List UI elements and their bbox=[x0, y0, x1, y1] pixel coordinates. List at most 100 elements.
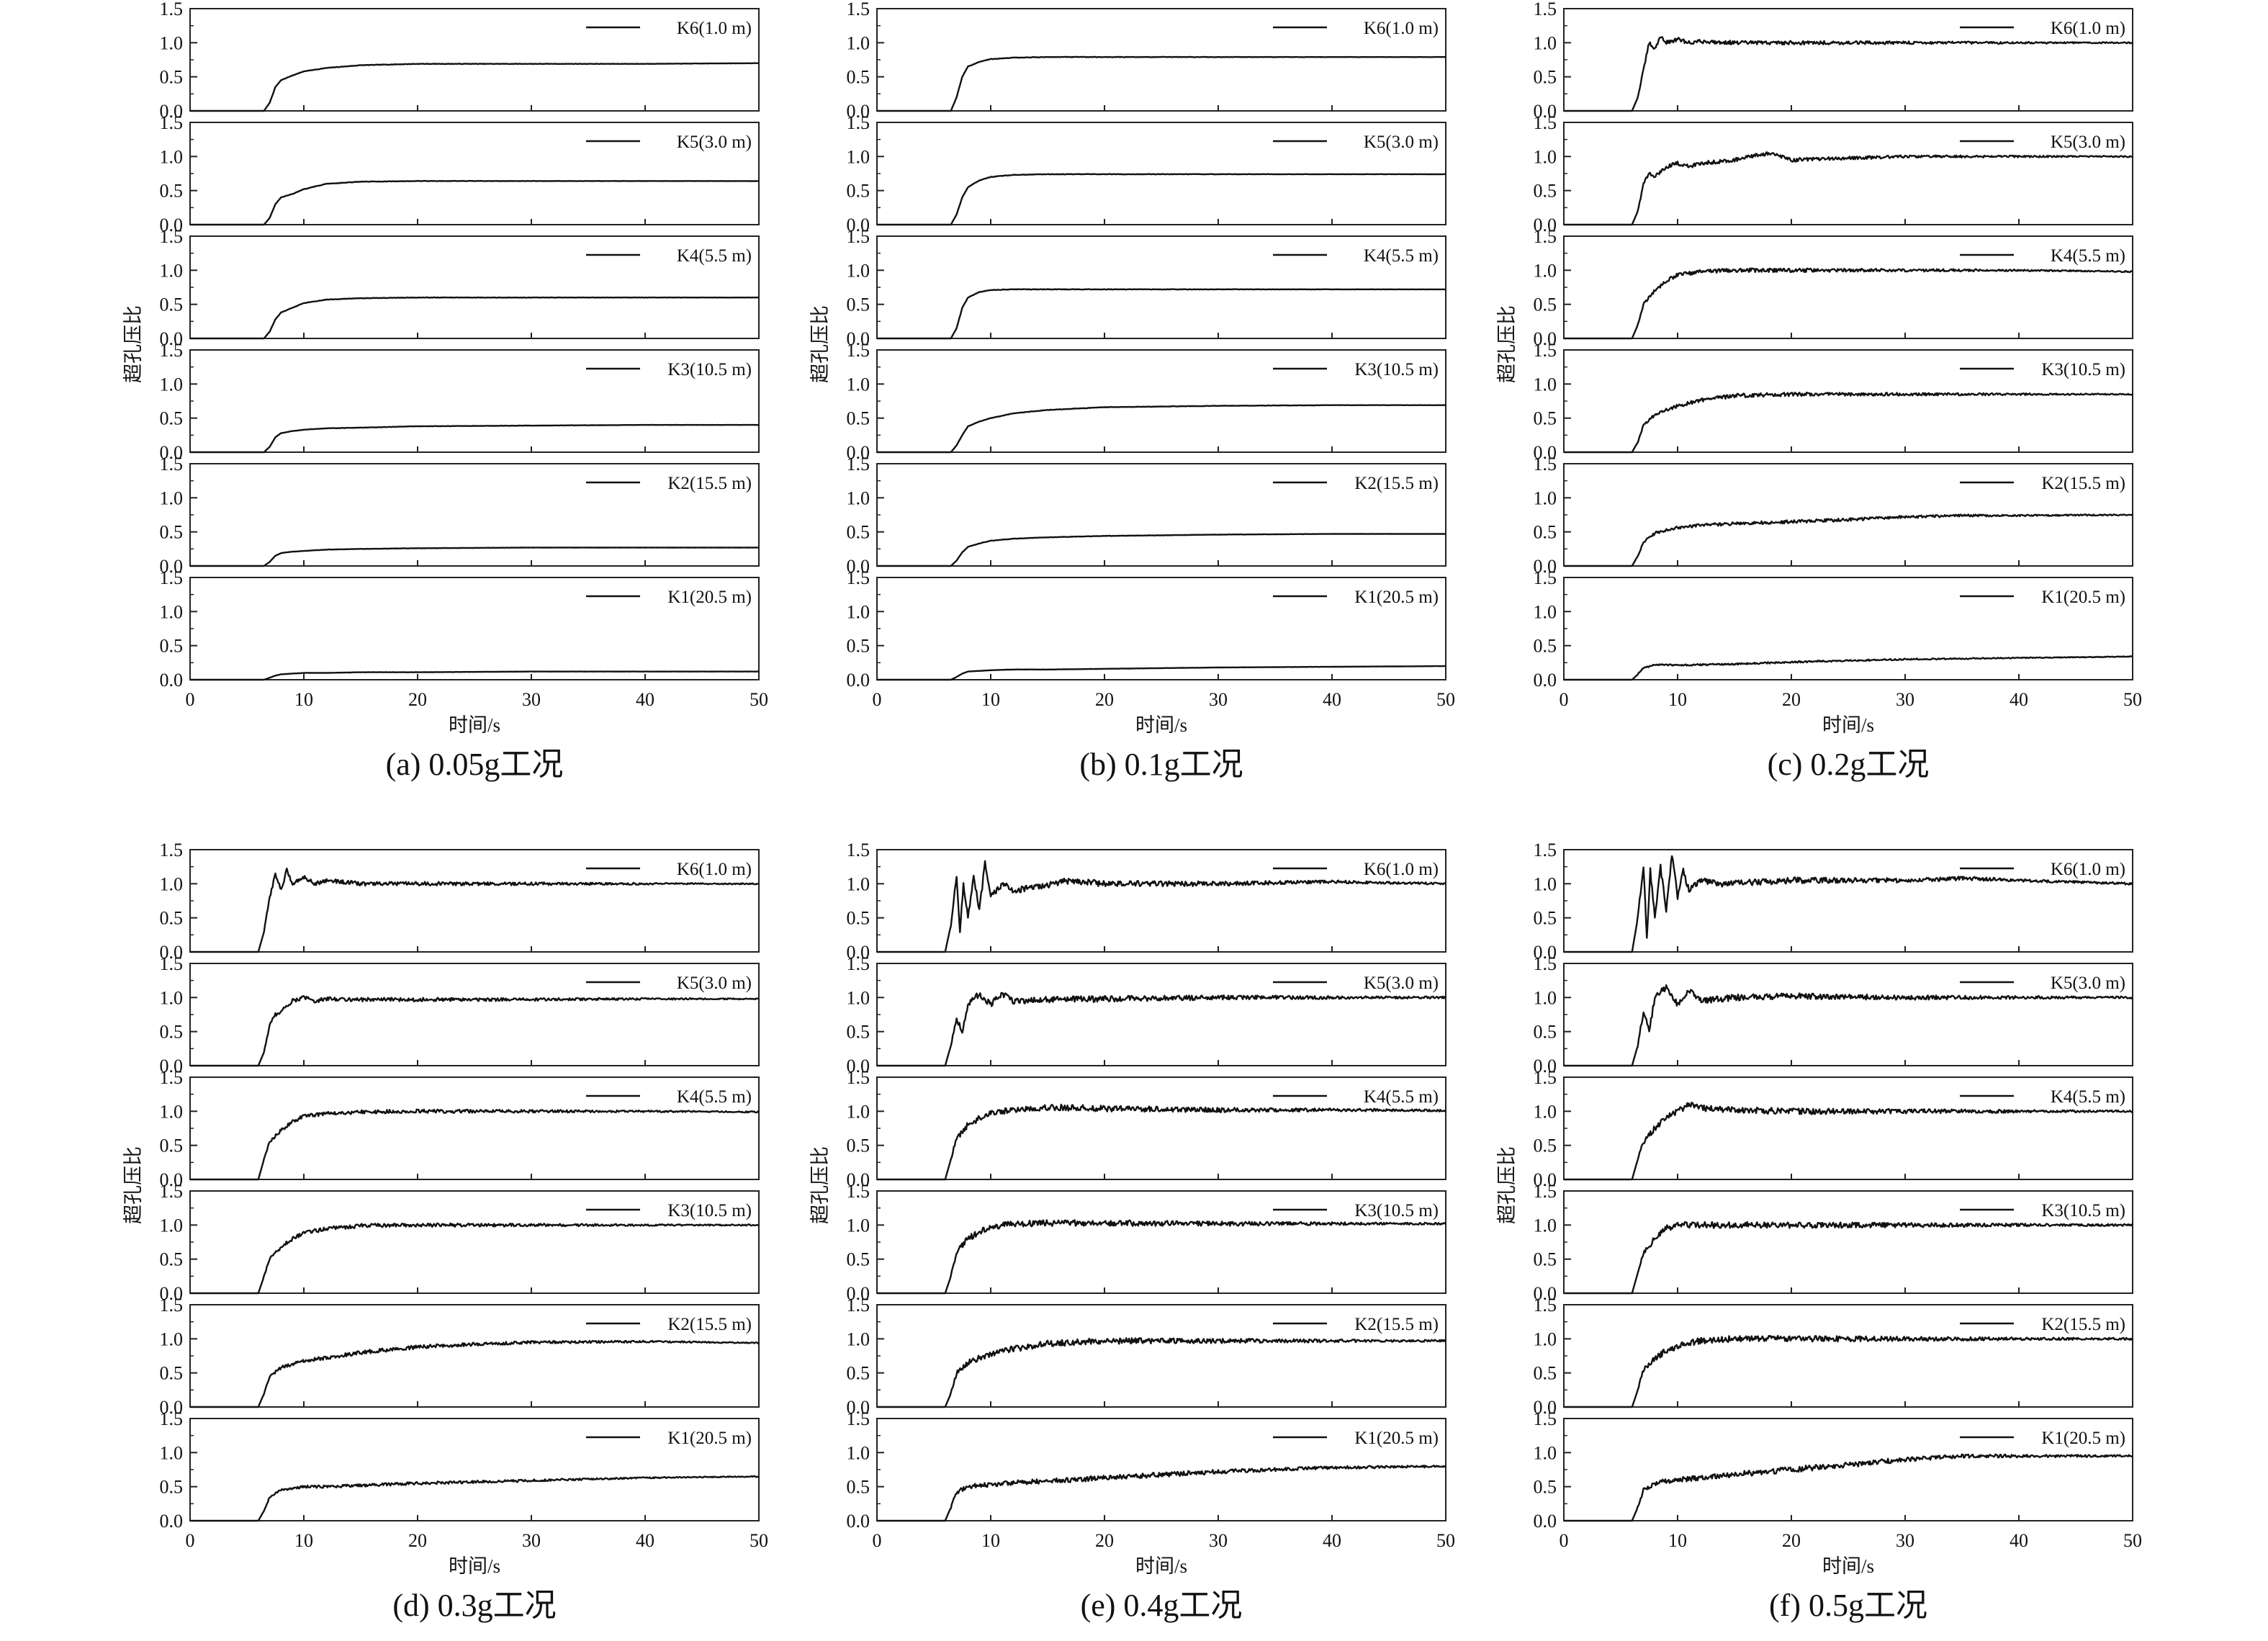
y-tick-label: 1.5 bbox=[160, 226, 184, 247]
legend-label: K6(1.0 m) bbox=[1364, 19, 1439, 38]
legend-label: K1(20.5 m) bbox=[2041, 588, 2125, 607]
y-tick-label: 0.0 bbox=[160, 1283, 184, 1304]
legend-label: K1(20.5 m) bbox=[1354, 588, 1439, 607]
subplot-1: 0.0 0.5 1.0 1.5 K6(1.0 m) bbox=[847, 840, 1446, 963]
subplot-5: 0.0 0.5 1.0 1.5 K2(15.5 m) bbox=[847, 454, 1446, 577]
y-tick-label: 1.0 bbox=[847, 873, 870, 894]
y-tick-label: 1.0 bbox=[1534, 873, 1557, 894]
y-tick-label: 1.0 bbox=[847, 260, 870, 281]
legend-label: K1(20.5 m) bbox=[667, 1429, 752, 1448]
legend-label: K1(20.5 m) bbox=[2041, 1429, 2125, 1448]
y-tick-label: 0.5 bbox=[847, 67, 870, 88]
subplot-5: 0.0 0.5 1.0 1.5 K2(15.5 m) bbox=[1534, 454, 2133, 577]
y-tick-label: 0.5 bbox=[1534, 522, 1557, 543]
subplot-4: 0.0 0.5 1.0 1.5 K3(10.5 m) bbox=[1534, 340, 2133, 463]
series-line bbox=[1564, 1220, 2133, 1295]
series-line bbox=[190, 62, 760, 112]
y-tick-label: 0.0 bbox=[847, 1397, 870, 1418]
subplot-4: 0.0 0.5 1.0 1.5 K3(10.5 m) bbox=[847, 1181, 1446, 1304]
y-tick-label: 0.0 bbox=[160, 556, 184, 577]
panel-d: 0.0 0.5 1.0 1.5 K6(1.0 m) 0.0 0.5 1.0 1.5 K5(3.0 … bbox=[122, 840, 768, 1623]
x-tick-label: 50 bbox=[750, 689, 768, 710]
y-tick-label: 1.5 bbox=[1534, 1295, 1557, 1316]
y-tick-label: 0.5 bbox=[1534, 408, 1557, 429]
y-tick-label: 0.5 bbox=[1534, 67, 1557, 88]
legend-label: K3(10.5 m) bbox=[2041, 1201, 2125, 1220]
series-line bbox=[877, 173, 1446, 226]
y-tick-label: 0.0 bbox=[847, 670, 870, 691]
plot-frame bbox=[189, 849, 760, 953]
series-line bbox=[877, 1465, 1446, 1522]
y-tick-label: 1.0 bbox=[1534, 601, 1557, 622]
plot-frame bbox=[189, 122, 760, 225]
x-tick-label: 0 bbox=[873, 1530, 882, 1551]
y-tick-label: 0.5 bbox=[160, 1477, 184, 1498]
series-line bbox=[877, 404, 1446, 454]
subplot-4: 0.0 0.5 1.0 1.5 K3(10.5 m) bbox=[160, 340, 760, 463]
x-tick-label: 40 bbox=[636, 689, 654, 710]
y-tick-label: 1.0 bbox=[847, 987, 870, 1008]
y-tick-label: 0.5 bbox=[1534, 1022, 1557, 1043]
series-line bbox=[877, 665, 1446, 681]
subplot-3: 0.0 0.5 1.0 1.5 K4(5.5 m) bbox=[160, 226, 760, 349]
series-line bbox=[877, 1219, 1446, 1295]
subplot-3: 0.0 0.5 1.0 1.5 K4(5.5 m) bbox=[847, 1067, 1446, 1190]
legend-label: K3(10.5 m) bbox=[667, 1201, 752, 1220]
plot-frame bbox=[1563, 963, 2133, 1066]
y-tick-label: 0.5 bbox=[847, 295, 870, 315]
y-tick-label: 0.0 bbox=[160, 328, 184, 349]
y-tick-label: 1.0 bbox=[1534, 987, 1557, 1008]
x-tick-label: 20 bbox=[1095, 689, 1114, 710]
series-line bbox=[1564, 984, 2133, 1067]
y-tick-label: 1.5 bbox=[160, 953, 184, 974]
y-tick-label: 1.0 bbox=[160, 873, 184, 894]
y-tick-label: 1.0 bbox=[847, 146, 870, 167]
y-tick-label: 0.0 bbox=[847, 101, 870, 122]
subplot-2: 0.0 0.5 1.0 1.5 K5(3.0 m) bbox=[847, 112, 1446, 235]
series-line bbox=[877, 992, 1446, 1067]
x-axis-label: 时间/s bbox=[1135, 1555, 1187, 1577]
x-tick-label: 0 bbox=[1560, 689, 1569, 710]
x-tick-label: 50 bbox=[1436, 689, 1455, 710]
y-tick-label: 1.5 bbox=[847, 1408, 870, 1429]
plot-frame bbox=[876, 8, 1446, 112]
x-tick-label: 30 bbox=[1896, 689, 1914, 710]
plot-frame bbox=[189, 1076, 760, 1180]
panel-caption: (f) 0.5g工况 bbox=[1769, 1588, 1927, 1623]
y-tick-label: 1.5 bbox=[160, 1295, 184, 1316]
y-tick-label: 1.0 bbox=[160, 32, 184, 53]
series-line bbox=[1564, 1102, 2133, 1181]
subplot-3: 0.0 0.5 1.0 1.5 K4(5.5 m) bbox=[847, 226, 1446, 349]
y-tick-label: 1.5 bbox=[1534, 0, 1557, 19]
x-axis-label: 时间/s bbox=[1822, 714, 1874, 736]
y-tick-label: 0.0 bbox=[1534, 942, 1557, 963]
y-tick-label: 0.5 bbox=[160, 1363, 184, 1384]
y-tick-label: 1.0 bbox=[847, 1101, 870, 1122]
x-tick-label: 0 bbox=[186, 689, 195, 710]
series-line bbox=[877, 860, 1446, 953]
legend-label: K4(5.5 m) bbox=[1364, 1087, 1439, 1107]
y-tick-label: 1.5 bbox=[1534, 1408, 1557, 1429]
subplot-2: 0.0 0.5 1.0 1.5 K5(3.0 m) bbox=[1534, 953, 2133, 1076]
series-line bbox=[1564, 1334, 2133, 1408]
x-tick-label: 10 bbox=[294, 689, 313, 710]
subplot-6: 0.0 0.5 1.0 1.5 K1(20.5 m) bbox=[1534, 567, 2133, 691]
subplot-1: 0.0 0.5 1.0 1.5 K6(1.0 m) bbox=[160, 0, 760, 122]
x-tick-label: 10 bbox=[294, 1530, 313, 1551]
y-tick-label: 1.5 bbox=[160, 112, 184, 133]
subplot-1: 0.0 0.5 1.0 1.5 K6(1.0 m) bbox=[1534, 840, 2133, 963]
series-line bbox=[877, 55, 1446, 112]
x-axis-label: 时间/s bbox=[449, 714, 500, 736]
legend-label: K2(15.5 m) bbox=[1354, 1315, 1439, 1334]
plot-frame bbox=[876, 963, 1446, 1066]
y-tick-label: 0.5 bbox=[1534, 295, 1557, 315]
x-tick-label: 30 bbox=[1896, 1530, 1914, 1551]
series-line bbox=[1564, 267, 2133, 340]
y-tick-label: 0.0 bbox=[1534, 1511, 1557, 1532]
y-tick-label: 0.5 bbox=[160, 1022, 184, 1043]
y-axis-label: 超孔压比 bbox=[809, 1146, 831, 1224]
y-tick-label: 1.5 bbox=[1534, 454, 1557, 475]
series-line bbox=[1564, 391, 2133, 454]
